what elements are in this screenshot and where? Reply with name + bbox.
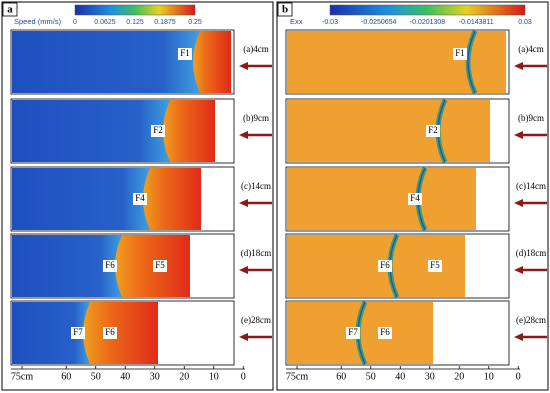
panel-frame xyxy=(1,1,274,391)
colorbar-tick-label: 0.03 xyxy=(518,19,532,26)
feature-label-box xyxy=(378,327,392,339)
feature-label-box xyxy=(151,125,165,137)
feature-label: F7 xyxy=(348,327,358,337)
axis-tick-label: 0 xyxy=(241,371,246,382)
feature-label-box xyxy=(133,193,147,205)
colorbar-tick-label: 0.1875 xyxy=(154,19,176,26)
feature-label-box xyxy=(346,327,360,339)
row-label: (e)28cm xyxy=(241,315,271,325)
colorbar-title: Speed (mm/s) xyxy=(14,17,62,26)
feature-label-box xyxy=(378,260,392,272)
arrow-head xyxy=(514,131,523,139)
axis-tick-label: 60 xyxy=(336,371,346,382)
row-label: (b)9cm xyxy=(518,113,544,123)
feature-label-box xyxy=(408,193,422,205)
axis-tick-label: 60 xyxy=(61,371,71,382)
colorbar-title: Exx xyxy=(290,17,303,26)
row-label: (c)14cm xyxy=(241,181,271,191)
feature-label-box xyxy=(153,260,167,272)
arrow-head xyxy=(514,199,523,207)
strain-band-core xyxy=(467,30,476,94)
axis-tick-label: 30 xyxy=(150,371,160,382)
row-label: (c)14cm xyxy=(516,181,546,191)
speed-high xyxy=(115,235,190,297)
speed-high xyxy=(163,100,215,162)
axis-tick-label: 20 xyxy=(179,371,189,382)
panel-label-box xyxy=(277,2,293,17)
feature-label: F4 xyxy=(135,193,145,203)
feature-label: F6 xyxy=(380,260,390,270)
strain-field xyxy=(287,168,476,230)
feature-label: F6 xyxy=(105,327,115,337)
row-label: (a)4cm xyxy=(518,44,543,54)
arrow-head xyxy=(514,62,523,70)
speed-low xyxy=(12,100,170,162)
colorbar-tick-label: 0.125 xyxy=(126,19,144,26)
colorbar xyxy=(74,4,196,16)
feature-label: F7 xyxy=(73,327,83,337)
speed-low xyxy=(12,31,200,93)
feature-label-box xyxy=(426,125,440,137)
colorbar-tick-label: -0.0201308 xyxy=(410,19,446,26)
colorbar-tick-label: -0.03 xyxy=(322,19,338,26)
axis-tick-label: 50 xyxy=(366,371,376,382)
axis-tick-label: 20 xyxy=(454,371,464,382)
speed-high xyxy=(193,31,231,93)
axis-tick-label: 75cm xyxy=(286,371,308,382)
arrow-head xyxy=(239,199,248,207)
arrow-head xyxy=(239,131,248,139)
speed-high xyxy=(83,302,158,364)
row-label: (d)18cm xyxy=(241,248,272,258)
row-label: (a)4cm xyxy=(243,44,268,54)
axis-tick-label: 30 xyxy=(425,371,435,382)
colorbar-tick-label: 0.0625 xyxy=(94,19,116,26)
colorbar xyxy=(329,4,526,16)
speed-low xyxy=(12,168,150,230)
arrow-head xyxy=(514,333,523,341)
arrow-head xyxy=(239,266,248,274)
feature-label: F6 xyxy=(105,260,115,270)
panel-frame xyxy=(276,1,549,391)
feature-label-box xyxy=(103,327,117,339)
panel-label: b xyxy=(282,4,288,16)
axis-tick-label: 0 xyxy=(516,371,521,382)
feature-label-box xyxy=(71,327,85,339)
axis-tick-label: 10 xyxy=(484,371,494,382)
arrow-head xyxy=(239,62,248,70)
speed-high xyxy=(143,168,201,230)
arrow-head xyxy=(514,266,523,274)
axis-tick-label: 50 xyxy=(91,371,101,382)
feature-label: F2 xyxy=(153,125,163,135)
axis-tick-label: 10 xyxy=(209,371,219,382)
axis-tick-label: 40 xyxy=(120,371,130,382)
feature-label: F2 xyxy=(428,125,438,135)
feature-label: F5 xyxy=(430,260,440,270)
colorbar-tick-label: 0 xyxy=(73,19,77,26)
colorbar-tick-label: -0.0250654 xyxy=(361,19,397,26)
feature-label: F4 xyxy=(410,193,420,203)
feature-label: F1 xyxy=(180,48,190,58)
panel-label-box xyxy=(2,2,18,17)
colorbar-tick-label: 0.25 xyxy=(188,19,202,26)
feature-label-box xyxy=(178,48,192,60)
feature-label-box xyxy=(428,260,442,272)
feature-label-box xyxy=(103,260,117,272)
row-label: (d)18cm xyxy=(516,248,547,258)
feature-label: F6 xyxy=(380,327,390,337)
axis-tick-label: 75cm xyxy=(11,371,33,382)
colorbar-tick-label: -0.0143811 xyxy=(459,19,494,26)
row-label: (e)28cm xyxy=(516,315,546,325)
row-label: (b)9cm xyxy=(243,113,269,123)
axis-tick-label: 40 xyxy=(395,371,405,382)
feature-label: F1 xyxy=(455,48,465,58)
feature-label-box xyxy=(453,48,467,60)
feature-label: F5 xyxy=(155,260,165,270)
strain-field xyxy=(287,100,490,162)
panel-label: a xyxy=(7,4,13,16)
arrow-head xyxy=(239,333,248,341)
